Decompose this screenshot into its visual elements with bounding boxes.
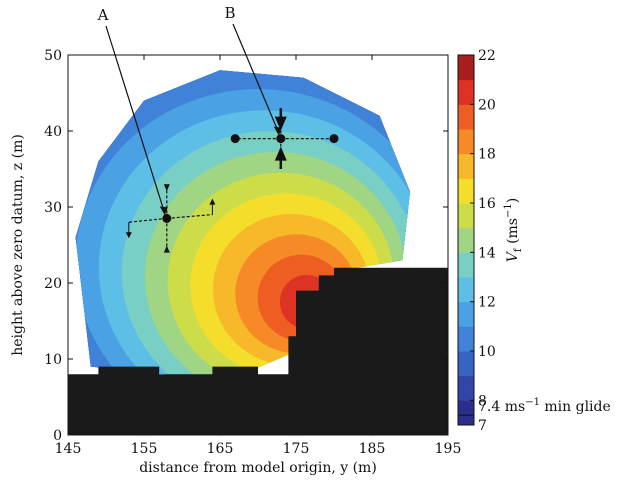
colorbar-swatch bbox=[458, 129, 474, 155]
y-tick-label: 50 bbox=[44, 48, 62, 64]
down-arrow bbox=[274, 116, 287, 131]
small-arrow bbox=[163, 184, 170, 192]
probe-line-left bbox=[128, 217, 167, 223]
colorbar-frame bbox=[457, 54, 475, 426]
colorbar-swatch bbox=[458, 178, 474, 204]
y-tick-label: 10 bbox=[44, 352, 62, 368]
y-tick-label: 30 bbox=[44, 200, 62, 216]
colorbar-tick-label: 8 bbox=[478, 393, 487, 409]
y-tick-label: 0 bbox=[53, 428, 62, 444]
colorbar-swatch bbox=[458, 55, 474, 81]
probe-line-right bbox=[166, 214, 213, 219]
x-tick-label: 165 bbox=[207, 441, 234, 457]
small-arrow bbox=[163, 245, 170, 253]
x-axis: 145 155 165 175 185 195 bbox=[55, 55, 462, 457]
annotation-label-b: B bbox=[224, 4, 235, 22]
y-tick-label: 20 bbox=[44, 276, 62, 292]
y-axis-label: height above zero datum, z (m) bbox=[10, 134, 26, 356]
x-tick-label: 175 bbox=[283, 441, 310, 457]
probe-end-point bbox=[329, 134, 339, 144]
pointer-arrowhead bbox=[159, 206, 168, 216]
y-tick-label: 40 bbox=[44, 124, 62, 140]
x-tick-label: 185 bbox=[359, 441, 386, 457]
colorbar-tick-label: 7 bbox=[478, 418, 487, 434]
colorbar-swatch bbox=[458, 375, 474, 401]
colorbar-swatch bbox=[458, 227, 474, 253]
colorbar-label: Vf (ms−1) bbox=[503, 198, 524, 262]
colorbar-tick-label: 18 bbox=[478, 147, 496, 163]
velocity-field bbox=[75, 70, 410, 375]
colorbar-swatch bbox=[458, 277, 474, 303]
colorbar-swatch bbox=[458, 79, 474, 105]
colorbar-tick-label: 14 bbox=[478, 245, 496, 261]
y-axis: 0 10 20 30 40 50 bbox=[44, 48, 448, 444]
colorbar-tick-label: 12 bbox=[478, 295, 496, 311]
x-tick-label: 155 bbox=[131, 441, 158, 457]
probe-point bbox=[276, 134, 286, 144]
colorbar-swatch bbox=[458, 252, 474, 278]
colorbar: 8 10 12 14 16 18 20 22 7 7.4 ms−1 min glide bbox=[457, 48, 611, 434]
x-tick-label: 145 bbox=[55, 441, 82, 457]
colorbar-tick-label: 22 bbox=[478, 48, 496, 64]
annotation-pointer-a bbox=[105, 25, 165, 211]
colorbar-swatch bbox=[458, 351, 474, 377]
up-arrow bbox=[274, 146, 287, 161]
colorbar-swatch bbox=[458, 301, 474, 327]
colorbar-tick-label: 10 bbox=[478, 344, 496, 360]
colorbar-swatch bbox=[458, 153, 474, 179]
probe-end-point bbox=[230, 134, 240, 144]
min-glide-label: 7.4 ms−1 min glide bbox=[478, 397, 611, 415]
pointer-arrowhead bbox=[273, 126, 282, 136]
annotation-pointer-b bbox=[232, 23, 279, 131]
colorbar-swatch bbox=[458, 104, 474, 130]
colorbar-swatch bbox=[458, 400, 474, 426]
small-arrow bbox=[209, 198, 216, 205]
plot-frame bbox=[67, 54, 449, 436]
colorbar-tick-label: 16 bbox=[478, 196, 496, 212]
x-tick-label: 195 bbox=[435, 441, 462, 457]
terrain-block bbox=[68, 267, 448, 435]
x-axis-label: distance from model origin, y (m) bbox=[139, 460, 377, 476]
colorbar-swatch bbox=[458, 203, 474, 229]
annotation-label-a: A bbox=[97, 6, 109, 24]
colorbar-swatch bbox=[458, 326, 474, 352]
small-arrow bbox=[125, 232, 132, 239]
colorbar-tick-label: 20 bbox=[478, 97, 496, 113]
probe-point bbox=[162, 213, 172, 223]
